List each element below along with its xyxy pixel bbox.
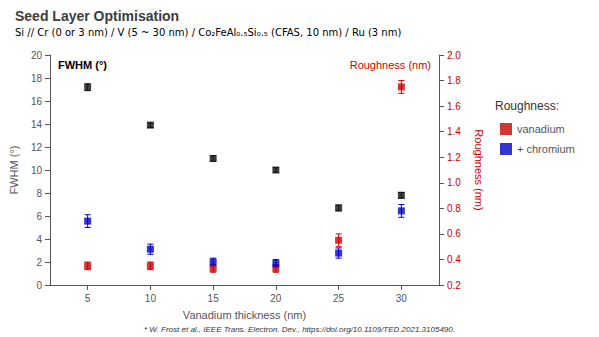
svg-text:Vanadium thickness (nm): Vanadium thickness (nm)	[183, 309, 306, 321]
svg-text:20: 20	[31, 50, 43, 61]
svg-text:0.2: 0.2	[447, 280, 461, 291]
svg-text:2: 2	[36, 257, 42, 268]
svg-text:Roughness:: Roughness:	[495, 99, 559, 113]
svg-text:1.2: 1.2	[447, 152, 461, 163]
svg-text:12: 12	[31, 142, 43, 153]
svg-text:1.6: 1.6	[447, 101, 461, 112]
svg-text:0.8: 0.8	[447, 203, 461, 214]
svg-text:6: 6	[36, 211, 42, 222]
svg-text:0: 0	[36, 280, 42, 291]
svg-text:* W. Frost et al., IEEE Trans.: * W. Frost et al., IEEE Trans. Electron.…	[144, 325, 455, 334]
svg-text:Roughness (nm): Roughness (nm)	[473, 129, 485, 210]
svg-text:0.6: 0.6	[447, 228, 461, 239]
svg-text:25: 25	[333, 293, 345, 304]
svg-text:5: 5	[85, 293, 91, 304]
svg-text:1.4: 1.4	[447, 126, 461, 137]
svg-text:Si // Cr (0 or 3 nm) / V (5 ~: Si // Cr (0 or 3 nm) / V (5 ~ 30 nm) / C…	[15, 27, 401, 38]
svg-text:1.0: 1.0	[447, 177, 461, 188]
svg-text:Roughness (nm): Roughness (nm)	[350, 59, 431, 71]
svg-text:FWHM (°): FWHM (°)	[58, 59, 107, 71]
svg-text:30: 30	[396, 293, 408, 304]
svg-text:+ chromium: + chromium	[517, 143, 575, 155]
svg-text:20: 20	[270, 293, 282, 304]
svg-text:10: 10	[145, 293, 157, 304]
svg-text:vanadium: vanadium	[517, 123, 565, 135]
svg-text:15: 15	[208, 293, 220, 304]
svg-text:Seed Layer Optimisation: Seed Layer Optimisation	[15, 8, 179, 24]
svg-text:10: 10	[31, 165, 43, 176]
svg-text:1.8: 1.8	[447, 75, 461, 86]
svg-text:14: 14	[31, 119, 43, 130]
svg-text:18: 18	[31, 73, 43, 84]
svg-text:0.4: 0.4	[447, 254, 461, 265]
svg-text:16: 16	[31, 96, 43, 107]
svg-text:8: 8	[36, 188, 42, 199]
svg-text:FWHM (°): FWHM (°)	[8, 146, 20, 195]
svg-text:4: 4	[36, 234, 42, 245]
svg-text:2.0: 2.0	[447, 50, 461, 61]
